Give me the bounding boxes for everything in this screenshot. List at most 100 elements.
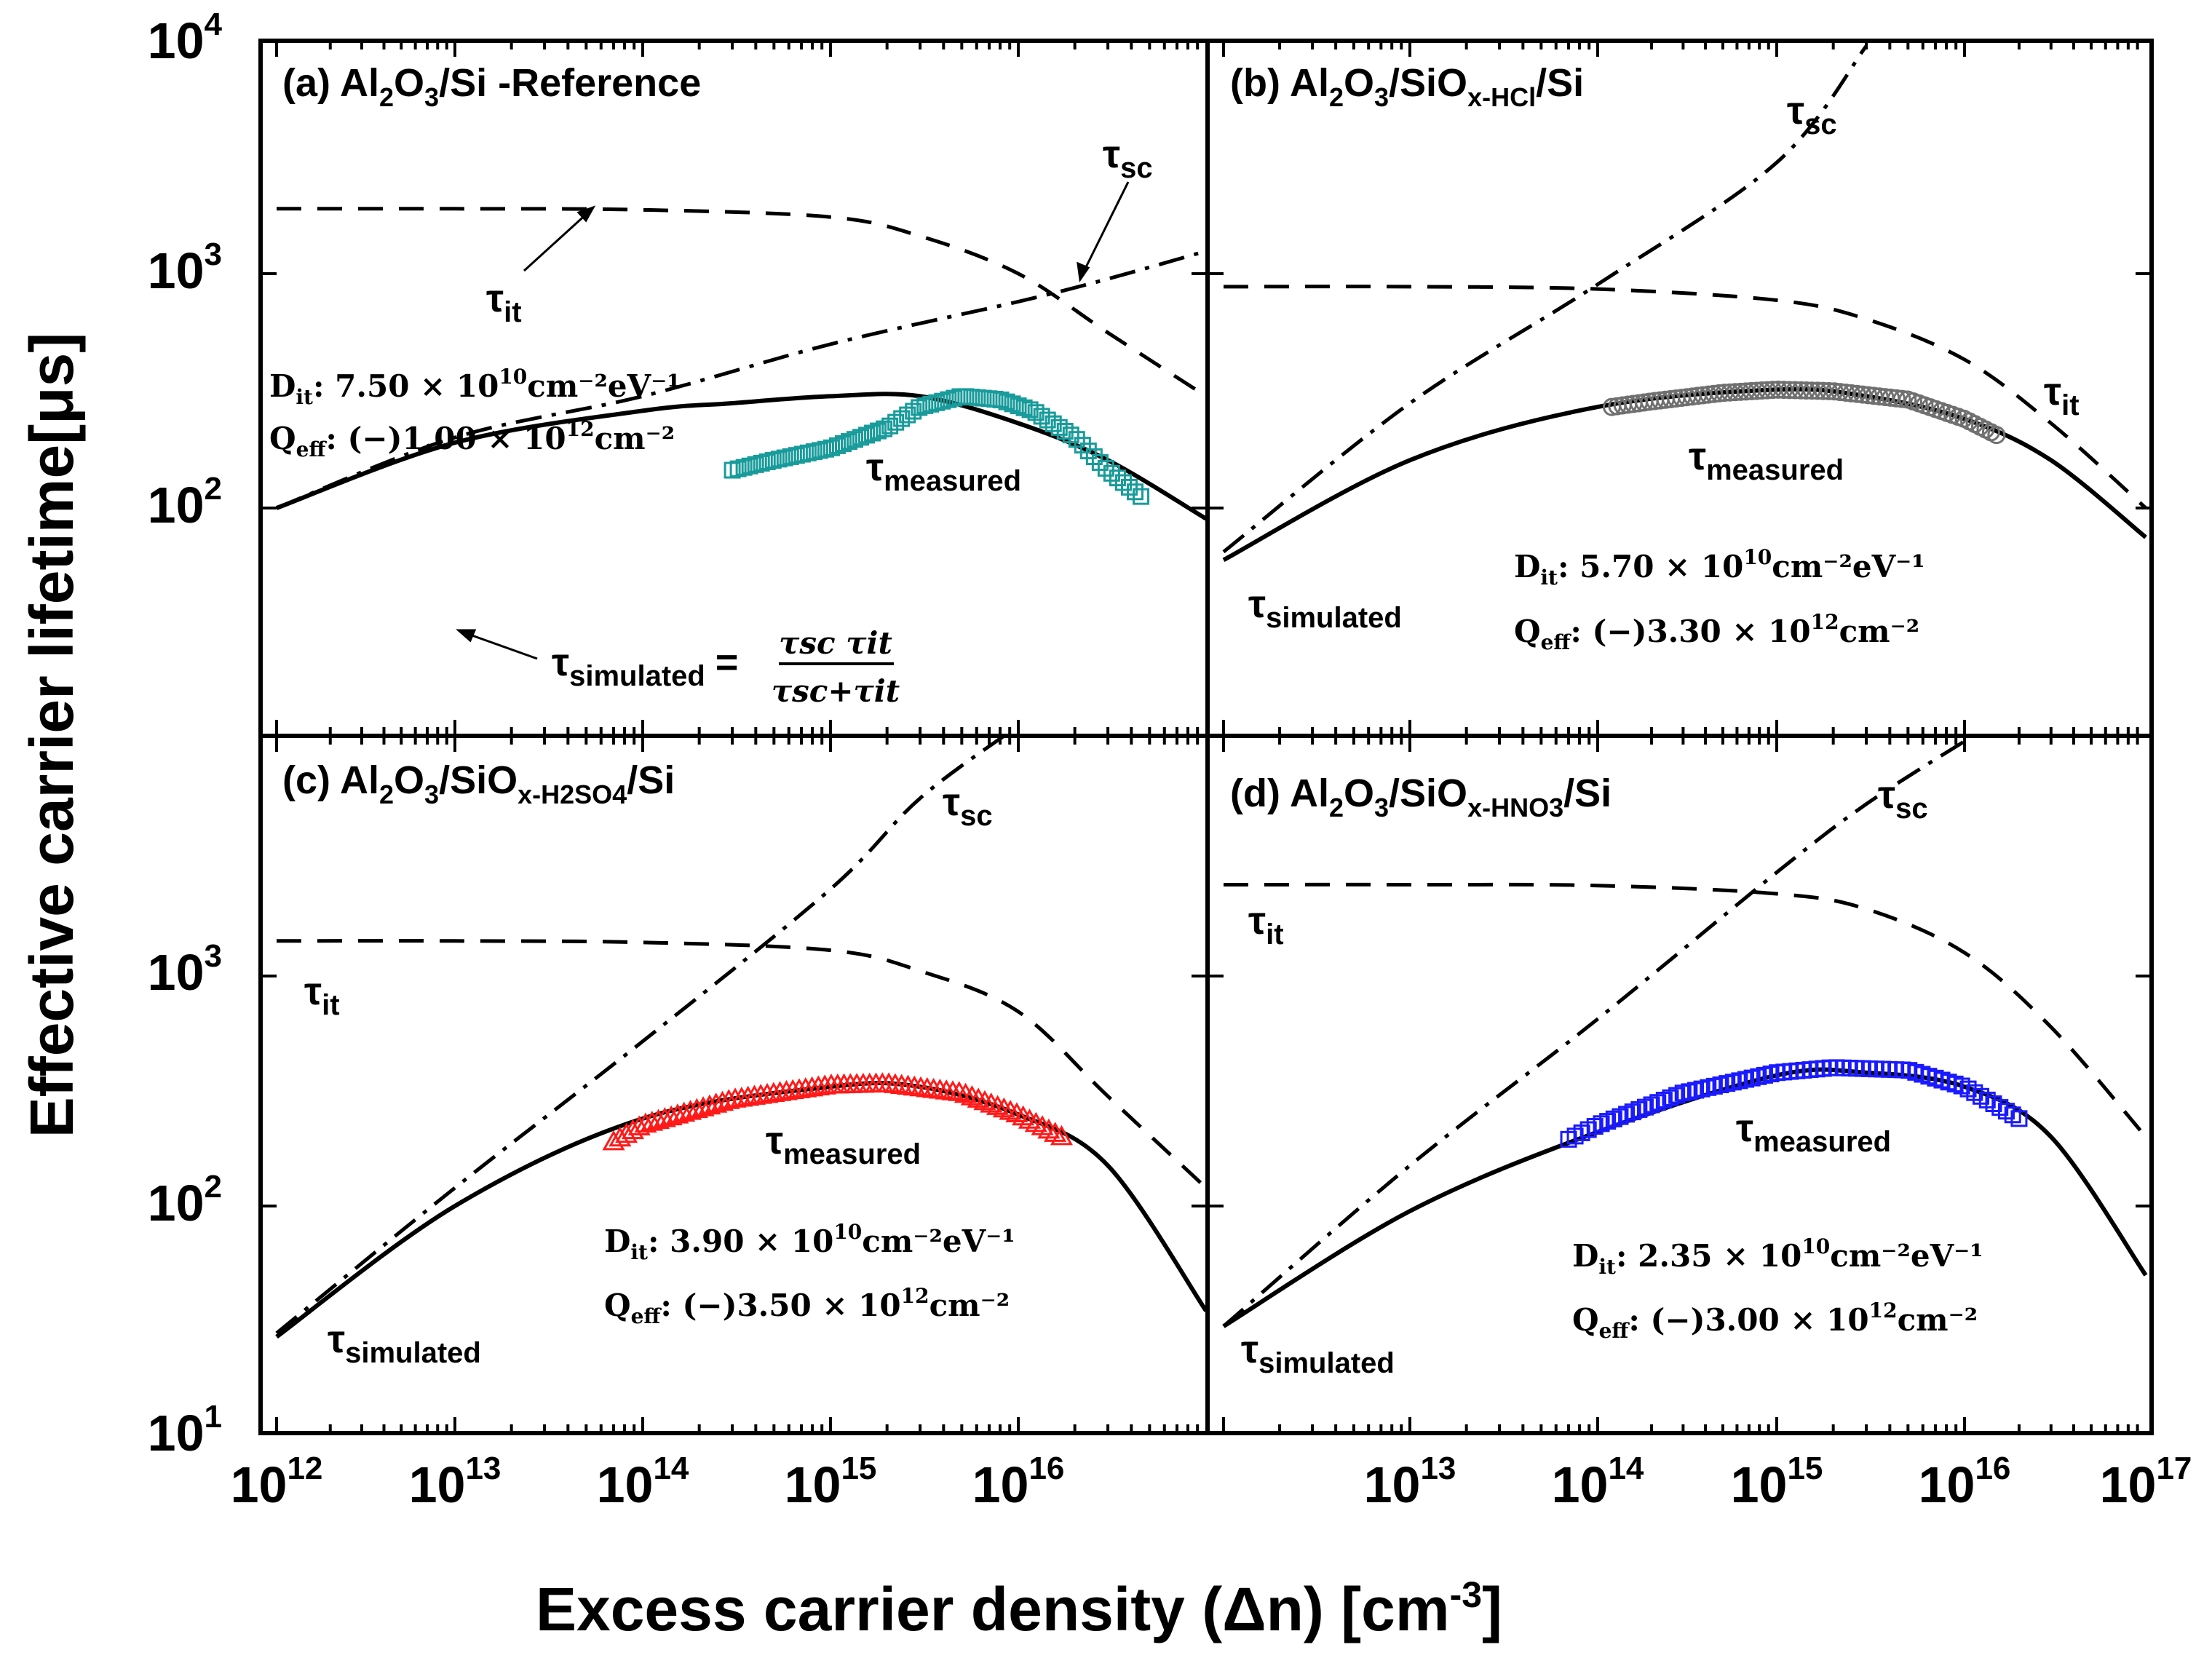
x-tick-label: 1015 <box>785 1451 877 1513</box>
measured-data-point <box>1062 427 1079 444</box>
y-axis-title: Effective carrier lifetime[μs] <box>17 333 86 1138</box>
measured-data-point <box>1085 448 1103 465</box>
measured-data-point <box>788 447 805 464</box>
label-tau-measured: τmeasured <box>1689 435 1844 486</box>
panel-d-qeff: Qeff: (−)3.00 × 1012cm⁻² <box>1572 1298 1978 1343</box>
measured-data-point <box>992 391 1010 408</box>
measured-data-point <box>647 1108 670 1130</box>
label-tau-simulated: τsimulated <box>1248 582 1402 634</box>
measured-data-point <box>1091 453 1109 471</box>
annotation-arrows <box>456 181 1130 660</box>
measured-data-point <box>747 456 764 473</box>
measured-data-point <box>1050 1124 1074 1146</box>
panel-c-dit: Dit: 3.90 × 1010cm⁻²eV⁻¹ <box>604 1220 1015 1264</box>
x-tick-label: 1016 <box>972 1451 1065 1513</box>
y-tick-label: 104 <box>148 7 223 69</box>
formula-denominator: τsc+τit <box>772 673 900 709</box>
label-tau-it: τit <box>1248 899 1284 951</box>
panel-b-tau-simulated-curve <box>1222 386 2147 563</box>
measured-data-point <box>770 451 788 468</box>
measured-data-point <box>948 1081 971 1101</box>
measured-data-point <box>805 443 822 461</box>
panel-d-title: (d) Al2O3/SiOx-HNO3/Si <box>1230 772 1612 822</box>
measured-data-point <box>940 391 957 408</box>
measured-data-point <box>1114 474 1132 491</box>
measured-data-point <box>1120 478 1138 496</box>
measured-data-point <box>1068 431 1085 448</box>
panel-d-tau-sc-curve <box>1222 739 1966 1328</box>
measured-data-point <box>954 1082 978 1103</box>
measured-data-point <box>992 1097 1015 1118</box>
arrow-head <box>456 629 477 643</box>
measured-data-point <box>934 392 951 410</box>
label-tau-measured: τmeasured <box>766 1119 921 1170</box>
panel-a-dit: Dit: 7.50 × 1010cm⁻²eV⁻¹ <box>269 365 681 409</box>
measured-data-point <box>1127 483 1144 501</box>
y-tick-label: 101 <box>148 1399 222 1461</box>
x-tick-label: 1015 <box>1731 1451 1823 1513</box>
label-tau-simulated: τsimulated <box>328 1317 481 1369</box>
measured-data-point <box>666 1103 689 1124</box>
curves-layer <box>275 44 2148 1339</box>
measured-data-point <box>1079 443 1097 460</box>
measured-data-point <box>659 1105 683 1126</box>
measured-data-point <box>973 1090 996 1111</box>
measured-data-point <box>1005 1102 1028 1122</box>
measured-data-point <box>811 442 828 459</box>
y-tick-label: 103 <box>148 237 222 299</box>
panel-a-measured-markers <box>724 388 1150 505</box>
measured-data-point <box>858 427 876 444</box>
x-axis-title: Excess carrier density (Δn) [cm-3] <box>536 1574 1502 1643</box>
panel-c-measured-markers <box>602 1072 1074 1151</box>
panel-d-measured-markers <box>1560 1059 2028 1148</box>
measured-data-point <box>691 1096 715 1116</box>
measured-data-point <box>946 389 963 407</box>
measured-data-point <box>653 1107 676 1127</box>
measured-data-point <box>717 1089 740 1109</box>
panel-c-qeff: Qeff: (−)3.50 × 1012cm⁻² <box>604 1284 1010 1328</box>
measured-data-point <box>1892 389 1911 408</box>
measured-data-point <box>841 433 858 451</box>
x-tick-label: 1013 <box>409 1451 502 1513</box>
label-tau-measured: τmeasured <box>1736 1106 1891 1158</box>
measured-data-point <box>1103 464 1120 482</box>
measured-data-point <box>999 1100 1022 1120</box>
measured-data-point <box>1109 469 1126 487</box>
label-tau-simulated: τsimulated <box>1241 1328 1395 1379</box>
measured-data-point <box>916 397 934 414</box>
label-tau-it: τit <box>486 277 522 328</box>
measured-data-point <box>1133 488 1150 505</box>
measured-data-point <box>724 461 741 479</box>
measured-data-point <box>678 1100 702 1120</box>
measured-data-point <box>817 440 834 458</box>
panel-c-title: (c) Al2O3/SiOx-H2SO4/Si <box>282 758 675 809</box>
measured-data-point <box>735 459 753 476</box>
measured-data-point <box>998 393 1015 410</box>
measured-data-point <box>1015 399 1033 416</box>
measured-data-point <box>960 1085 983 1106</box>
measured-data-point <box>2010 1110 2028 1127</box>
measured-data-point <box>673 1101 696 1122</box>
measured-data-point <box>710 1090 734 1111</box>
panel-a-tau-sc-curve <box>276 249 1207 510</box>
measured-data-point <box>922 395 940 413</box>
panel-b-title: (b) Al2O3/SiOx-HCl/Si <box>1230 61 1584 112</box>
panel-c-tau-sc-curve <box>275 736 1007 1335</box>
x-tick-label: 1014 <box>597 1451 689 1513</box>
panel-b-qeff: Qeff: (−)3.30 × 1012cm⁻² <box>1514 610 1919 654</box>
panel-b-tau-it-curve <box>1223 285 2147 509</box>
measured-data-point <box>928 394 946 411</box>
measured-data-point <box>1010 397 1027 415</box>
panel-d-tau-it-curve <box>1223 882 2147 1138</box>
label-tau-sc: τsc <box>943 780 993 832</box>
y-tick-label: 102 <box>148 1169 222 1231</box>
measured-data-point <box>753 454 770 472</box>
y-tick-label: 102 <box>148 471 222 534</box>
axis-ticks <box>261 39 2152 1433</box>
panel-c-tau-it-curve <box>276 939 1208 1189</box>
panel-b-measured-markers <box>1602 380 2006 445</box>
measured-data-point <box>834 435 852 452</box>
panel-b-tau-sc-curve <box>1222 44 1868 554</box>
y-tick-label: 103 <box>148 938 222 1001</box>
